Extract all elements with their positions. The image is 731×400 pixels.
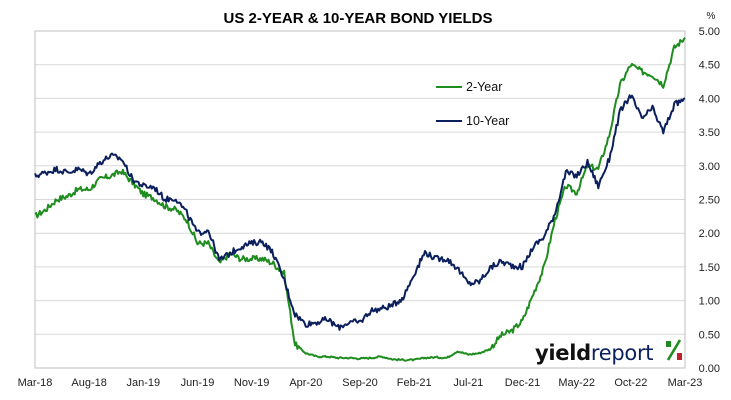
plot-area-border (34, 30, 686, 369)
x-tick-label: Mar-23 (668, 377, 703, 389)
y-tick-label: 2.00 (699, 228, 720, 240)
logo-wordmark: yieldreport (535, 341, 653, 365)
y-tick-label: 5.00 (699, 26, 720, 38)
chart-title: US 2-YEAR & 10-YEAR BOND YIELDS (224, 10, 493, 27)
y-tick-label: 4.00 (699, 93, 720, 105)
x-tick-label: Mar-18 (18, 377, 53, 389)
y-axis-unit-label: % (707, 11, 716, 22)
x-tick-label: Sep-20 (342, 377, 377, 389)
logo-percent-dot-top (666, 341, 671, 347)
y-tick-label: 1.50 (699, 262, 720, 274)
x-tick-label: May-22 (558, 377, 595, 389)
y-tick-label: 3.50 (699, 127, 720, 139)
x-tick-label: Dec-21 (505, 377, 540, 389)
y-tick-label: 4.50 (699, 60, 720, 72)
x-tick-label: Aug-18 (71, 377, 106, 389)
logo-text-yield: yield (535, 341, 591, 365)
x-tick-label: Jan-19 (127, 377, 161, 389)
y-tick-label: 1.00 (699, 296, 720, 308)
x-tick-label: Jul-21 (453, 377, 483, 389)
logo-text-report: report (591, 341, 653, 365)
y-axis-tick-labels: 0.00 0.50 1.00 1.50 2.00 2.50 3.00 3.50 4.00 4.50… (699, 26, 720, 375)
yieldreport-logo: yieldreport (535, 339, 682, 365)
x-tick-label: Apr-20 (289, 377, 322, 389)
x-tick-label: Jun-19 (181, 377, 215, 389)
y-tick-label: 3.00 (699, 161, 720, 173)
x-tick-label: Oct-22 (614, 377, 647, 389)
y-tick-label: 2.50 (699, 195, 720, 207)
logo-percent-dot-bottom (677, 353, 682, 360)
legend-label-2-year: 2-Year (466, 80, 502, 94)
logo-percent-symbol (666, 339, 682, 361)
x-tick-label: Feb-21 (397, 377, 432, 389)
series-lines (34, 37, 686, 362)
y-tick-label: 0.50 (699, 329, 720, 341)
x-tick-label: Nov-19 (234, 377, 269, 389)
x-axis-tick-labels: Mar-18 Aug-18 Jan-19 Jun-19 Nov-19 Apr-20 Sep-… (18, 377, 703, 389)
series-line-2-year (34, 37, 686, 362)
logo-percent-slash (666, 339, 682, 361)
series-line-10-year (34, 94, 686, 331)
legend-label-10-year: 10-Year (466, 114, 509, 128)
legend: 2-Year 10-Year (436, 80, 509, 128)
y-tick-label: 0.00 (699, 363, 720, 375)
